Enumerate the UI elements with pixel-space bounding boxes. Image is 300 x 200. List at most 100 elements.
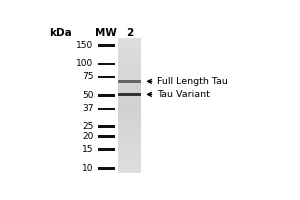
Bar: [98, 125, 116, 128]
Bar: [118, 48, 141, 50]
Text: 150: 150: [76, 41, 93, 50]
Bar: [118, 145, 141, 146]
Bar: [118, 102, 141, 104]
Bar: [118, 62, 141, 63]
Text: kDa: kDa: [50, 28, 72, 38]
Bar: [98, 148, 116, 151]
Bar: [118, 162, 141, 163]
Bar: [118, 128, 141, 129]
Bar: [118, 150, 141, 151]
Bar: [118, 60, 141, 62]
Bar: [118, 101, 141, 102]
Bar: [118, 92, 141, 94]
Text: 100: 100: [76, 59, 93, 68]
Text: 2: 2: [126, 28, 133, 38]
Text: Full Length Tau: Full Length Tau: [148, 77, 228, 86]
Bar: [98, 167, 116, 170]
Bar: [118, 82, 141, 84]
Bar: [118, 123, 141, 124]
Bar: [118, 68, 141, 70]
Bar: [98, 94, 116, 97]
Bar: [118, 45, 141, 46]
Bar: [118, 89, 141, 90]
Bar: [118, 119, 141, 121]
Bar: [118, 146, 141, 148]
Text: 75: 75: [82, 72, 93, 81]
Bar: [98, 108, 116, 110]
Bar: [118, 153, 141, 155]
Text: 20: 20: [82, 132, 93, 141]
Bar: [118, 94, 141, 95]
Bar: [118, 53, 141, 55]
Bar: [118, 85, 141, 87]
Bar: [118, 107, 141, 109]
Bar: [118, 93, 141, 96]
Bar: [118, 97, 141, 99]
Bar: [118, 133, 141, 134]
Bar: [118, 109, 141, 111]
Text: 37: 37: [82, 104, 93, 113]
Bar: [118, 141, 141, 143]
Bar: [118, 79, 141, 80]
Bar: [118, 84, 141, 85]
Bar: [118, 75, 141, 77]
Bar: [118, 138, 141, 140]
Bar: [118, 40, 141, 41]
Bar: [118, 140, 141, 141]
Bar: [118, 87, 141, 89]
Text: 15: 15: [82, 145, 93, 154]
Bar: [118, 156, 141, 158]
Bar: [118, 158, 141, 160]
Bar: [118, 126, 141, 128]
Bar: [118, 70, 141, 72]
Bar: [118, 43, 141, 45]
Bar: [118, 80, 141, 83]
Text: MW: MW: [95, 28, 117, 38]
Bar: [118, 63, 141, 65]
Text: 50: 50: [82, 91, 93, 100]
Bar: [118, 77, 141, 79]
Bar: [118, 51, 141, 53]
Bar: [118, 168, 141, 170]
Bar: [98, 135, 116, 138]
Bar: [118, 121, 141, 123]
Bar: [118, 50, 141, 51]
Bar: [118, 136, 141, 138]
Bar: [118, 170, 141, 172]
Bar: [118, 151, 141, 153]
Bar: [118, 160, 141, 162]
Bar: [118, 148, 141, 150]
Bar: [118, 56, 141, 58]
Text: 25: 25: [82, 122, 93, 131]
Bar: [118, 106, 141, 107]
Bar: [98, 63, 116, 65]
Bar: [118, 117, 141, 119]
Bar: [118, 99, 141, 101]
Bar: [118, 112, 141, 114]
Bar: [118, 38, 141, 40]
Bar: [118, 165, 141, 167]
Bar: [118, 155, 141, 156]
Bar: [118, 111, 141, 112]
Text: 10: 10: [82, 164, 93, 173]
Bar: [98, 76, 116, 78]
Bar: [118, 143, 141, 145]
Bar: [118, 116, 141, 117]
Bar: [118, 73, 141, 75]
Bar: [118, 80, 141, 82]
Bar: [118, 131, 141, 133]
Bar: [98, 44, 116, 47]
Bar: [118, 46, 141, 48]
Bar: [118, 129, 141, 131]
Bar: [118, 124, 141, 126]
Bar: [118, 134, 141, 136]
Bar: [118, 104, 141, 106]
Bar: [118, 58, 141, 60]
Bar: [118, 163, 141, 165]
Bar: [118, 67, 141, 68]
Bar: [118, 55, 141, 56]
Bar: [118, 167, 141, 168]
Bar: [118, 72, 141, 73]
Bar: [118, 114, 141, 116]
Text: Tau Variant: Tau Variant: [148, 90, 210, 99]
